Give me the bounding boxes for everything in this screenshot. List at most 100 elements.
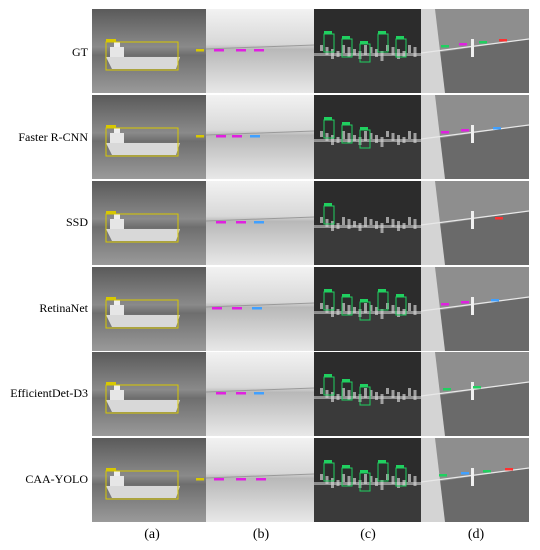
detection-label — [342, 36, 350, 39]
detection-label — [232, 135, 242, 138]
infrared-image — [206, 181, 314, 265]
infrared-image — [92, 438, 206, 522]
detection-box — [395, 296, 407, 316]
infrared-image — [92, 267, 206, 351]
image-caa-yolo-a — [92, 438, 206, 522]
detection-label — [106, 39, 116, 42]
detection-label — [324, 31, 332, 34]
detection-label — [441, 303, 449, 306]
infrared-image — [314, 95, 421, 179]
detection-box — [105, 127, 179, 157]
detection-label — [342, 122, 350, 125]
detection-label — [396, 36, 404, 39]
detection-box — [341, 38, 353, 58]
detection-label — [505, 468, 513, 471]
infrared-image — [421, 438, 529, 522]
infrared-image — [92, 9, 206, 93]
image-caa-yolo-b — [206, 438, 314, 522]
detection-box — [105, 384, 179, 414]
infrared-image — [314, 267, 421, 351]
detection-label — [378, 31, 386, 34]
infrared-image — [206, 438, 314, 522]
detection-label — [324, 374, 332, 377]
detection-label — [250, 135, 260, 138]
detection-box — [105, 213, 179, 243]
detection-label — [378, 289, 386, 292]
detection-box — [323, 33, 335, 53]
infrared-image — [206, 352, 314, 436]
ship-silhouette — [106, 57, 180, 69]
detection-box — [359, 301, 371, 321]
image-ssd-d — [421, 181, 529, 265]
detection-box — [323, 376, 335, 396]
detection-label — [254, 392, 264, 395]
image-efficientdet-d3-d — [421, 352, 529, 436]
detection-label — [342, 465, 350, 468]
row-label-gt: GT — [72, 45, 88, 59]
detection-label — [106, 468, 116, 471]
infrared-image — [206, 267, 314, 351]
detection-label — [493, 127, 501, 130]
ship-silhouette — [106, 486, 180, 498]
image-faster-rcnn-d — [421, 95, 529, 179]
detection-label — [196, 49, 204, 52]
detection-box — [105, 299, 179, 329]
detection-label — [483, 470, 491, 473]
infrared-image — [206, 9, 314, 93]
detection-label — [196, 478, 204, 481]
detection-label — [254, 49, 264, 52]
image-efficientdet-d3-a — [92, 352, 206, 436]
detection-label — [216, 135, 226, 138]
infrared-image — [314, 438, 421, 522]
detection-label — [236, 221, 246, 224]
detection-label — [324, 460, 332, 463]
detection-label — [360, 41, 368, 44]
detection-box — [105, 470, 179, 500]
detection-label — [214, 49, 224, 52]
column-label-b: (b) — [252, 527, 270, 542]
image-retinanet-a — [92, 267, 206, 351]
row-label-faster-rcnn: Faster R-CNN — [18, 130, 88, 144]
detection-box — [359, 472, 371, 492]
infrared-image — [92, 181, 206, 265]
image-caa-yolo-c — [314, 438, 421, 522]
infrared-image — [314, 181, 421, 265]
detection-label — [441, 45, 449, 48]
detection-label — [232, 307, 242, 310]
detection-box — [377, 462, 389, 482]
ship-silhouette — [106, 400, 180, 412]
detection-label — [252, 307, 262, 310]
detection-label — [495, 217, 503, 220]
image-gt-b — [206, 9, 314, 93]
row-label-retinanet: RetinaNet — [39, 301, 88, 315]
detection-label — [254, 221, 264, 224]
detection-box — [359, 386, 371, 406]
ship-silhouette — [106, 229, 180, 241]
infrared-image — [421, 352, 529, 436]
detection-label — [324, 203, 332, 206]
detection-label — [479, 41, 487, 44]
detection-label — [360, 470, 368, 473]
detection-label — [106, 297, 116, 300]
detection-box — [341, 296, 353, 316]
detection-box — [395, 38, 407, 58]
detection-label — [396, 294, 404, 297]
infrared-image — [314, 352, 421, 436]
detection-box — [341, 381, 353, 401]
detection-box — [105, 41, 179, 71]
detection-label — [236, 478, 246, 481]
detection-label — [441, 131, 449, 134]
detection-label — [461, 301, 469, 304]
infrared-image — [206, 95, 314, 179]
detection-label — [324, 289, 332, 292]
row-label-caa-yolo: CAA-YOLO — [25, 472, 88, 486]
image-ssd-a — [92, 181, 206, 265]
detection-box — [341, 467, 353, 487]
detection-box — [359, 43, 371, 63]
detection-label — [342, 294, 350, 297]
detection-label — [360, 127, 368, 130]
detection-label — [459, 43, 467, 46]
row-label-efficientdet-d3: EfficientDet-D3 — [10, 386, 88, 400]
image-faster-rcnn-c — [314, 95, 421, 179]
infrared-image — [421, 267, 529, 351]
